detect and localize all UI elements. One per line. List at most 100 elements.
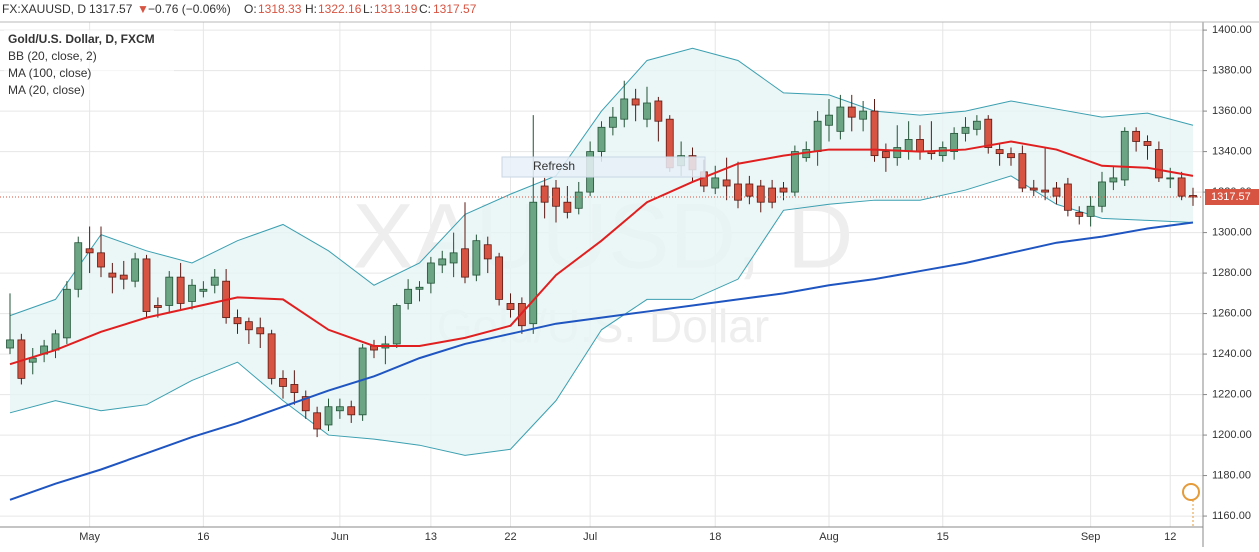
y-tick-label: 1300.00 [1212,226,1252,238]
candle-body [825,114,833,126]
y-tick-label: 1400.00 [1212,24,1252,36]
legend: Gold/U.S. Dollar, D, FXCM BB (20, close, … [4,30,174,100]
candle-body [813,120,822,152]
candle-body [244,321,253,331]
candle-body [608,116,617,128]
candle-body [97,252,105,268]
header-bg [0,0,1259,22]
candle-body [1109,177,1118,183]
candle-body [574,191,583,209]
y-tick-label: 1220.00 [1212,388,1252,400]
candle-body [1120,130,1129,181]
y-tick-label: 1200.00 [1212,429,1252,441]
close-label: C: [419,2,431,16]
legend-title: Gold/U.S. Dollar, D, FXCM [8,32,155,46]
candle-body [415,286,424,290]
candle-body [1052,187,1061,197]
candle-body [188,284,196,302]
candle-body [233,317,242,325]
refresh-label: Refresh [533,159,575,173]
candle-body [108,272,117,278]
candle-body [131,258,140,282]
candle-body [335,406,344,412]
refresh-button[interactable]: Refresh [501,156,706,178]
candle-body [1075,211,1084,217]
candle-body [620,98,629,120]
candle-body [904,139,913,152]
candle-body [74,242,83,290]
candle-body [881,151,890,159]
candle-body [438,258,447,266]
x-tick-label: 15 [937,531,949,543]
candle-body [324,406,333,426]
legend-entry: BB (20, close, 2) [8,49,97,63]
change: −0.76 (−0.06%) [148,2,231,16]
candle-body [256,327,265,335]
candle-body [153,305,162,308]
candle-body [756,185,765,203]
candle-body [643,102,651,120]
last-price-label: 1317.57 [1211,191,1251,203]
candle-body [461,248,469,278]
candle-body [279,377,287,387]
candle-body [1041,189,1050,193]
candle-body [347,406,356,416]
candle-body [1098,181,1106,207]
candle-body [1154,149,1163,179]
y-tick-label: 1340.00 [1212,145,1252,157]
last-price-box [1205,189,1259,206]
low-value: 1313.19 [374,2,418,16]
candle-body [301,396,310,412]
candle-body [790,151,799,193]
candle-body [142,258,151,312]
y-tick-label: 1380.00 [1212,65,1252,77]
x-tick-label: 16 [197,531,209,543]
x-tick-label: 12 [1164,531,1176,543]
candle-body [267,333,276,379]
event-icon[interactable] [1182,483,1200,501]
high-label: H: [305,2,317,16]
symbol: FX:XAUUSD, D [2,2,86,16]
band-upper [9,47,1194,317]
candle-body [495,256,504,300]
y-tick-label: 1180.00 [1212,469,1251,481]
candle-body [483,244,492,260]
candle-body [119,274,128,280]
candle-body [711,177,720,189]
candle-body [995,149,1004,155]
candle-body [972,120,981,130]
legend-entry: MA (20, close) [8,83,85,97]
candle-body [199,288,208,292]
candle-body [1177,177,1186,197]
candle-body [1018,153,1027,189]
y-tick-label: 1240.00 [1212,348,1252,360]
band-lower [9,175,1194,456]
x-tick-label: 18 [709,531,721,543]
candle-body [1029,187,1038,191]
candle-body [847,106,856,118]
x-tick-label: 22 [504,531,516,543]
candle-body [6,339,14,349]
open-value: 1318.33 [258,2,302,16]
candle-body [745,183,754,197]
high-value: 1322.16 [318,2,362,16]
open-label: O: [244,2,257,16]
y-tick-label: 1260.00 [1212,307,1252,319]
candle-body [859,110,868,120]
candle-body [1007,153,1015,159]
candle-body [984,118,993,148]
candle-body [313,412,322,430]
candle-body [1166,177,1175,180]
candle-body [631,98,640,106]
candle-body [1132,130,1141,142]
candle-body [176,276,185,304]
candle-body [51,333,60,351]
low-label: L: [363,2,373,16]
close-value: 1317.57 [433,2,477,16]
candle-body [1143,141,1152,146]
x-tick-label: May [79,531,100,543]
candle-body [654,100,663,122]
candle-body [165,276,174,306]
candle-body [517,303,526,327]
plot: 1160.00 1180.00 1200.00 1220.00 1240.00 1260.… [0,22,1259,547]
